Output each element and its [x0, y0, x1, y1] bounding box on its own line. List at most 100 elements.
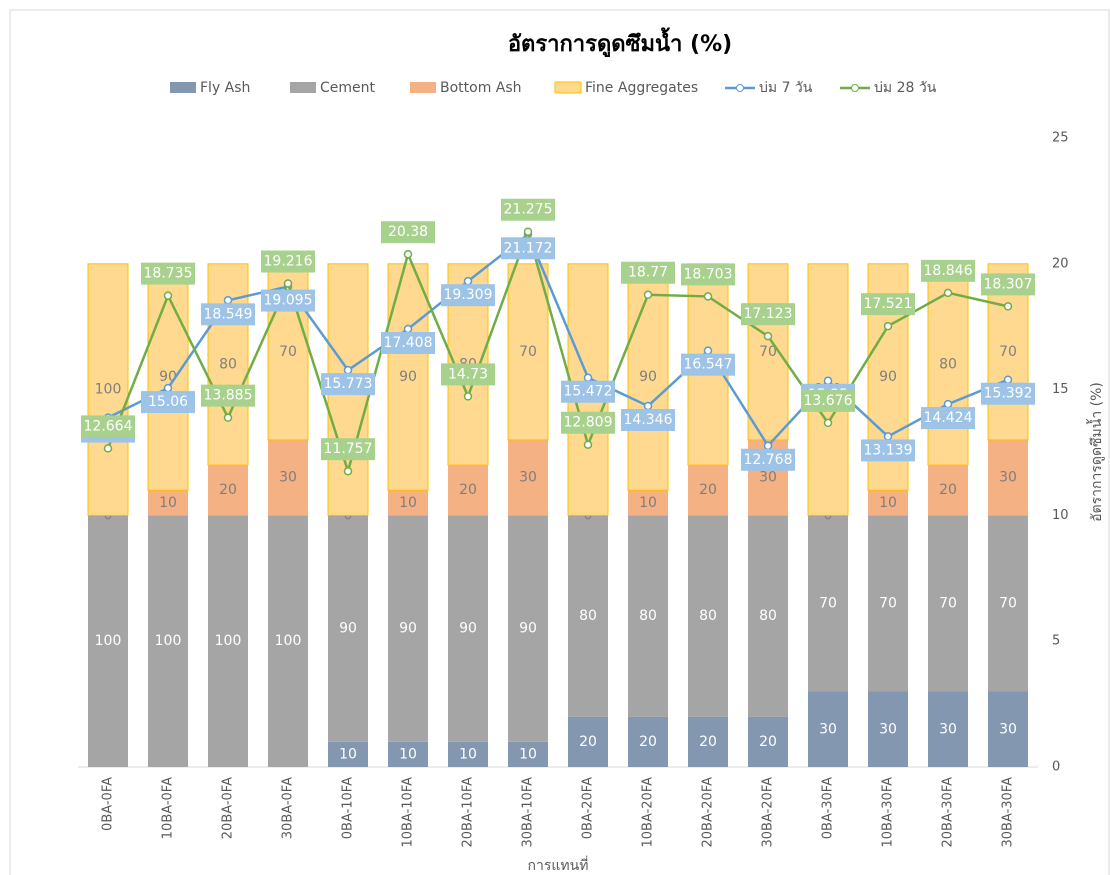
bar-segment: [88, 515, 128, 767]
bar-segment: [328, 741, 368, 767]
line-marker: [583, 373, 593, 382]
y2-tick-label: 20: [1052, 256, 1069, 271]
data-label: 20.38: [388, 224, 428, 240]
bar-label: 100: [215, 633, 242, 649]
legend-swatch: [170, 82, 196, 93]
bar-segment: [507, 263, 549, 441]
data-label-box: [981, 273, 1035, 296]
data-label-box: [681, 353, 735, 376]
data-label: 13.676: [804, 393, 853, 409]
x-tick-label: 30BA-10FA: [521, 777, 536, 848]
data-label: 14.73: [448, 366, 488, 382]
legend-swatch: [290, 82, 316, 93]
x-tick-label: 0BA-30FA: [821, 777, 836, 839]
bar-segment: [448, 741, 488, 767]
line-series: [107, 232, 1009, 448]
line-marker: [283, 279, 293, 288]
data-label: 15.392: [984, 386, 1033, 402]
line-marker: [223, 413, 233, 422]
bar-label: 90: [459, 621, 477, 637]
data-label: 15.773: [324, 376, 373, 392]
line-marker: [343, 466, 353, 476]
line-marker: [883, 432, 893, 441]
bar-label: 30: [279, 470, 297, 486]
data-label-box: [441, 363, 495, 386]
bar-segment: [868, 515, 908, 692]
x-tick-label: 30BA-30FA: [1001, 777, 1016, 848]
data-label-box: [501, 198, 555, 221]
y2-tick-label: 25: [1052, 131, 1069, 146]
bar-label: 90: [339, 621, 357, 637]
data-label-box: [861, 293, 915, 316]
bar-label: 20: [459, 482, 477, 498]
bar-label: 80: [579, 608, 597, 624]
legend-marker: [851, 84, 859, 92]
bar-segment: [868, 691, 908, 767]
line-marker: [703, 292, 713, 301]
line-marker: [883, 321, 893, 331]
bar-segment: [208, 515, 248, 767]
bar-segment: [688, 716, 728, 767]
data-label: 12.768: [744, 452, 793, 468]
data-label-box: [681, 263, 735, 286]
bar-label: 70: [279, 344, 297, 360]
data-label-box: [141, 262, 195, 285]
data-label-box: [81, 415, 135, 438]
bar-label: 100: [275, 633, 302, 649]
line-marker: [163, 291, 173, 300]
y2-tick-label: 15: [1052, 382, 1069, 397]
bar-label: 80: [699, 608, 717, 624]
bar-label: 90: [399, 621, 417, 637]
data-label: 16.547: [684, 357, 733, 373]
data-label-box: [321, 438, 375, 461]
line-marker: [943, 399, 953, 409]
x-tick-label: 20BA-0FA: [221, 777, 236, 839]
data-label-box: [381, 332, 435, 355]
legend-label: Cement: [320, 80, 376, 96]
bar-segment: [388, 741, 428, 767]
data-label-box: [741, 303, 795, 326]
bar-label: 70: [519, 344, 537, 360]
bar-segment: [87, 263, 129, 516]
bar-segment: [628, 490, 668, 516]
bar-label: 100: [155, 633, 182, 649]
bar-label: 20: [639, 734, 657, 750]
data-label: 18.735: [144, 266, 193, 282]
line-marker: [403, 249, 413, 259]
data-label: 19.309: [444, 287, 493, 303]
legend-swatch: [554, 81, 582, 94]
data-label-box: [921, 407, 975, 430]
data-label-box: [201, 384, 255, 407]
data-label-box: [741, 448, 795, 471]
bar-label: 90: [399, 369, 417, 385]
line-marker: [763, 441, 773, 451]
data-label-box: [501, 237, 555, 260]
bar-label: 70: [939, 595, 957, 611]
bar-segment: [508, 515, 548, 742]
line-marker: [403, 324, 413, 334]
bar-label: 20: [699, 734, 717, 750]
line-marker: [583, 440, 593, 449]
legend-label: Fly Ash: [200, 80, 250, 96]
data-label: 17.408: [384, 335, 433, 351]
x-tick-label: 20BA-10FA: [461, 777, 476, 848]
data-label: 12.664: [84, 418, 133, 434]
bar-segment: [388, 515, 428, 742]
bar-label: 90: [879, 369, 897, 385]
line-marker: [643, 401, 653, 411]
bar-segment: [928, 465, 968, 516]
bar-label: 20: [759, 734, 777, 750]
bar-label: 10: [339, 746, 357, 762]
bar-label: 80: [759, 608, 777, 624]
line-marker: [823, 418, 833, 428]
bar-segment: [508, 741, 548, 767]
legend-marker: [736, 84, 744, 92]
bar-label: 90: [519, 621, 537, 637]
bar-label: 10: [519, 746, 537, 762]
line-series: [106, 227, 1009, 476]
data-label-box: [621, 261, 675, 284]
y2-tick-label: 0: [1052, 760, 1060, 775]
bar-label: 10: [879, 495, 897, 511]
data-label: 19.095: [264, 293, 313, 309]
bar-label: 70: [879, 595, 897, 611]
